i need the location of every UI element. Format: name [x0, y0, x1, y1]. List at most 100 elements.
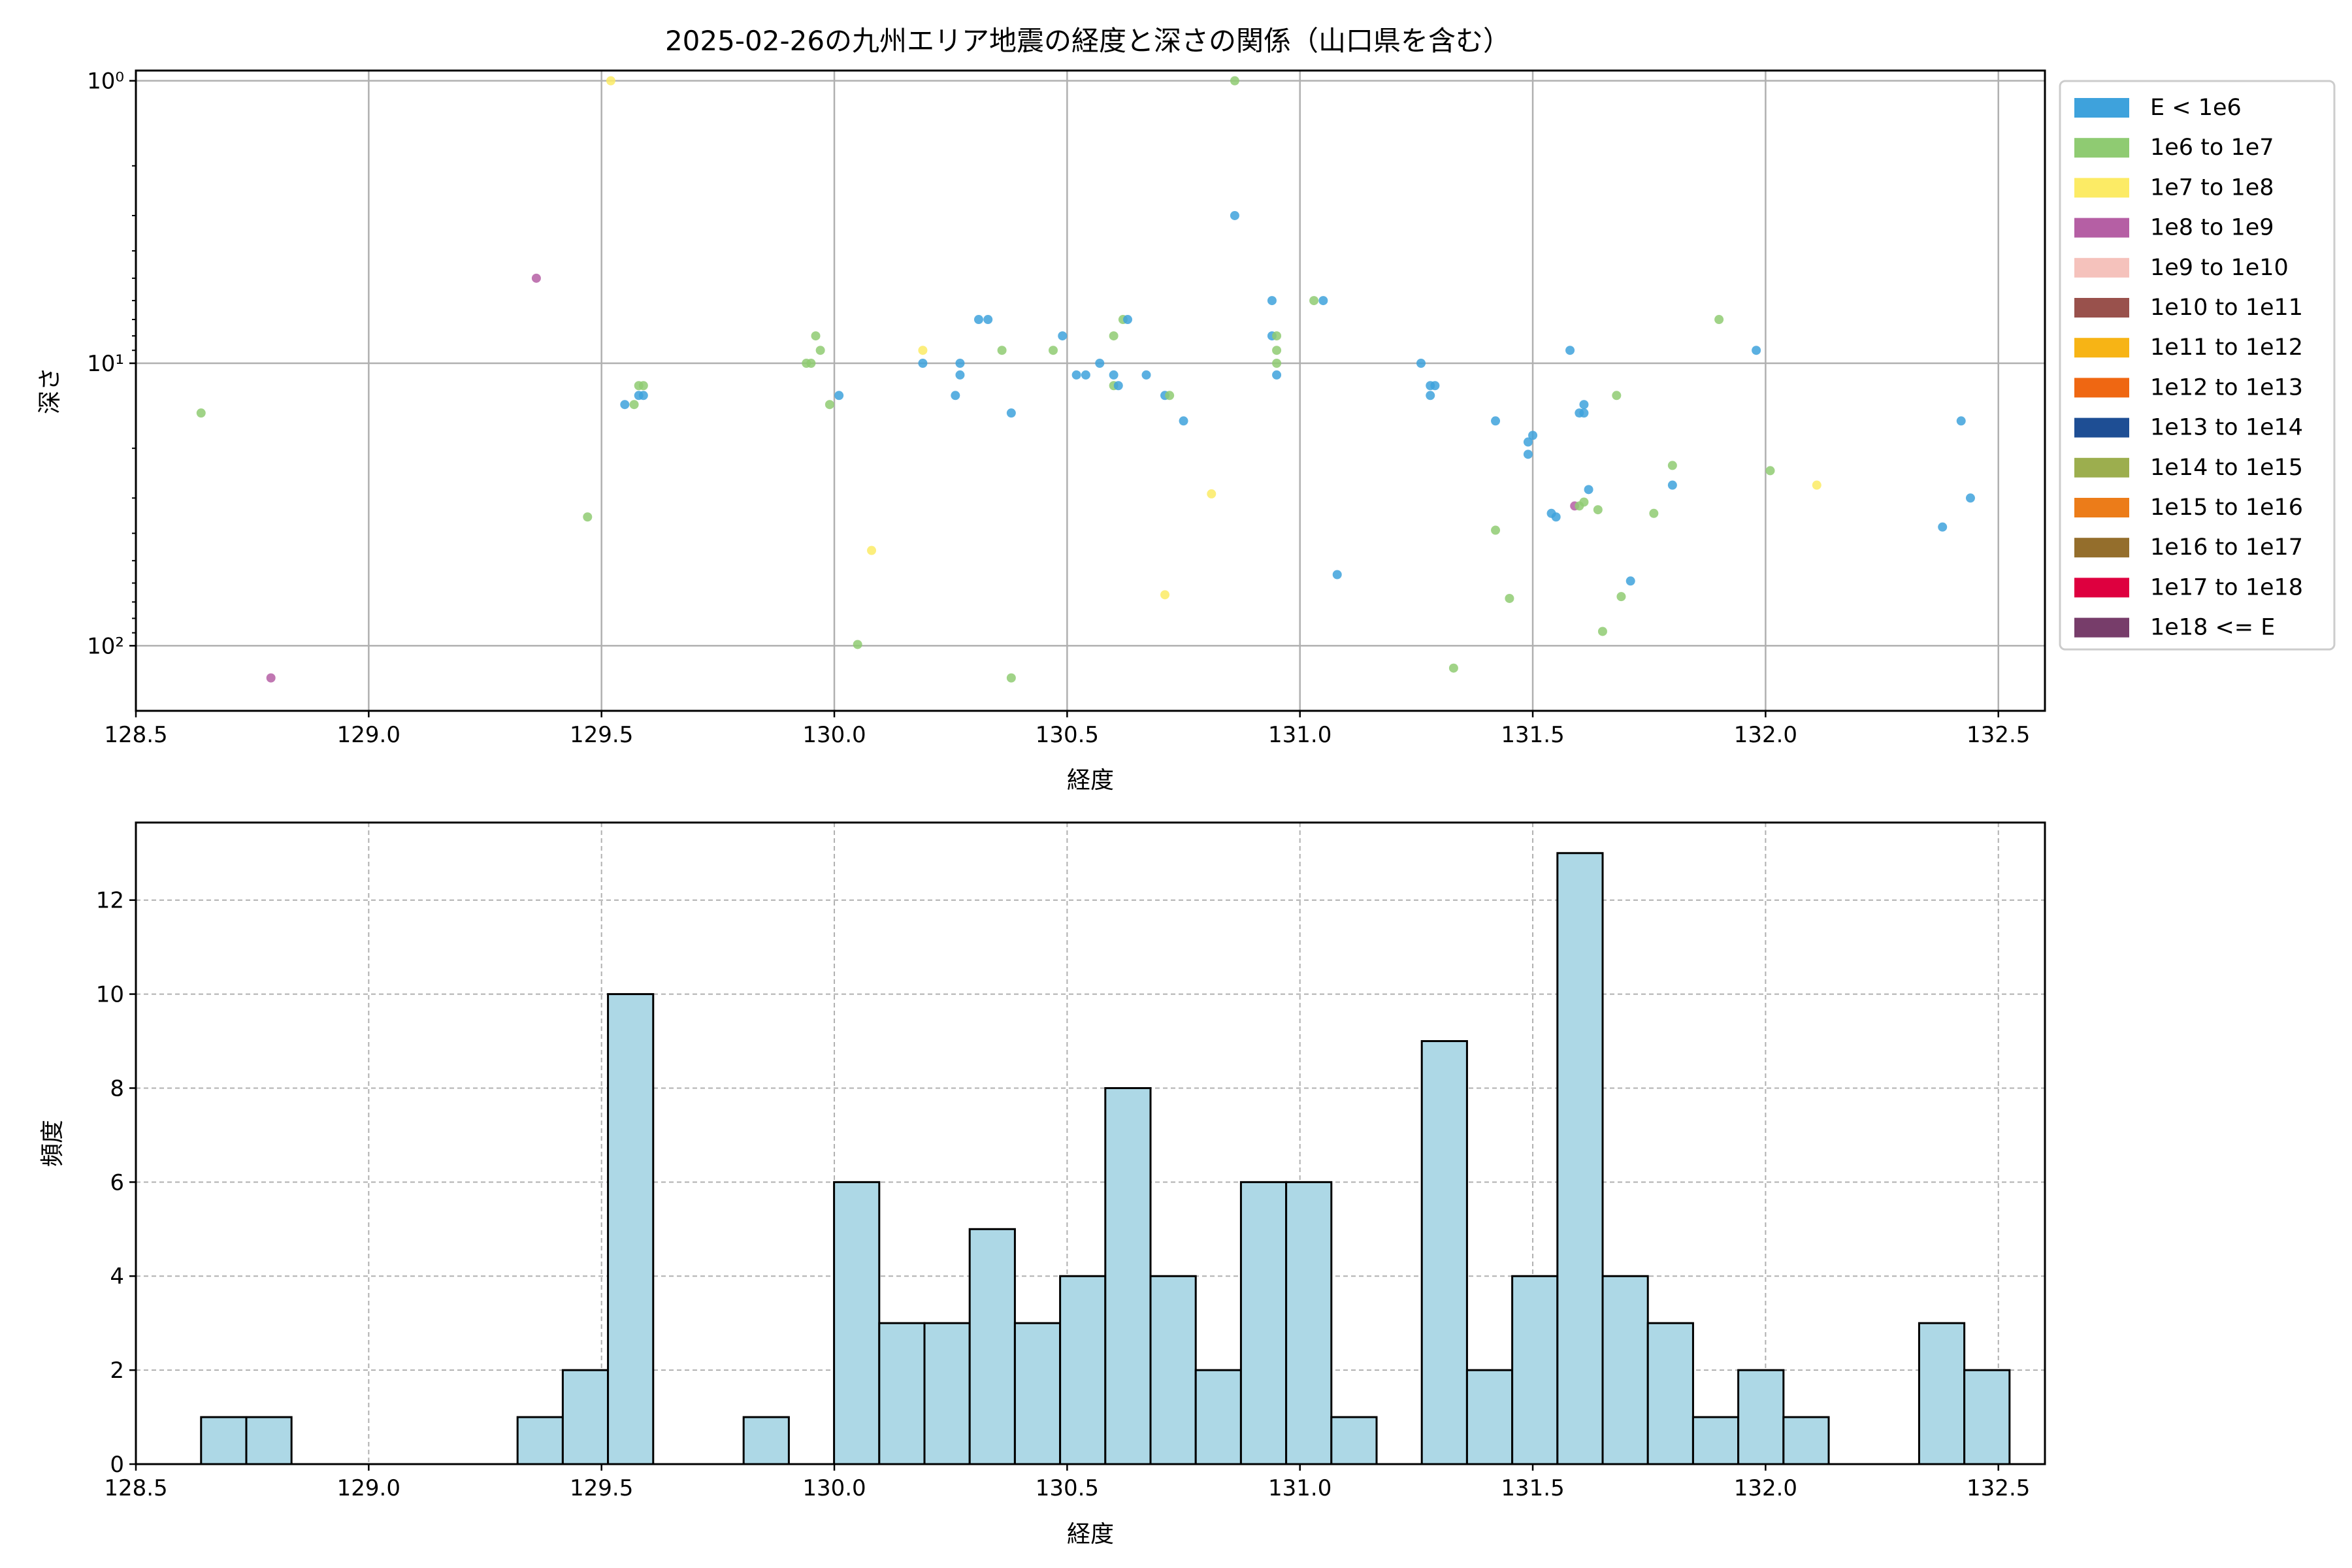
- histogram-y-tick-label: 0: [110, 1452, 124, 1478]
- histogram-panel: 128.5 129.0 129.5 130.0 130.5 131.0 131.5 132.0…: [39, 821, 2046, 1548]
- scatter-point: [1505, 593, 1514, 603]
- scatter-point: [1491, 525, 1501, 535]
- histogram-y-tick-label: 2: [110, 1358, 124, 1384]
- histogram-plot-frame: [135, 821, 2046, 1465]
- scatter-point: [825, 400, 834, 410]
- legend-label: 1e7 to 1e8: [2150, 174, 2274, 201]
- scatter-point: [1448, 663, 1458, 673]
- histogram-bar: [245, 1416, 293, 1465]
- legend-swatch: [2074, 218, 2129, 238]
- scatter-title: 2025-02-26の九州エリア地震の経度と深さの関係（山口県を含む）: [665, 25, 1511, 57]
- scatter-gridlines: [135, 71, 2045, 711]
- legend-label: 1e12 to 1e13: [2150, 374, 2303, 400]
- scatter-points: [196, 76, 1975, 683]
- scatter-point: [1812, 480, 1821, 490]
- scatter-point: [997, 346, 1007, 355]
- scatter-point: [1160, 590, 1170, 600]
- histogram-x-tick-label: 128.5: [104, 1475, 167, 1501]
- scatter-point: [1667, 461, 1677, 470]
- legend-frame: [2059, 80, 2336, 651]
- scatter-point: [1938, 522, 1948, 532]
- histogram-bar: [1737, 1369, 1785, 1465]
- histogram-y-ticks: 0 2 4 6 8 10 12: [96, 888, 136, 1478]
- histogram-bar: [1194, 1369, 1242, 1465]
- scatter-point: [973, 315, 983, 325]
- scatter-point: [1612, 391, 1622, 400]
- scatter-point: [1109, 331, 1119, 341]
- legend-label: 1e16 to 1e17: [2150, 534, 2303, 561]
- scatter-point: [1523, 437, 1533, 447]
- scatter-point: [1667, 480, 1677, 490]
- scatter-point: [1765, 466, 1775, 476]
- scatter-point: [1523, 449, 1533, 459]
- scatter-point: [583, 512, 593, 522]
- histogram-y-tick-label: 12: [96, 888, 124, 914]
- scatter-point: [1048, 346, 1058, 355]
- legend-label: E < 1e6: [2150, 95, 2242, 121]
- legend-swatch: [2074, 298, 2129, 318]
- legend-swatch: [2074, 98, 2129, 118]
- histogram-bars: [200, 852, 2011, 1465]
- legend-label: 1e14 to 1e15: [2150, 455, 2303, 481]
- scatter-y-axis-label: 深さ: [37, 367, 63, 414]
- scatter-point: [1593, 505, 1603, 515]
- legend-label: 1e17 to 1e18: [2150, 574, 2303, 600]
- histogram-x-axis-label: 経度: [1067, 1521, 1114, 1548]
- scatter-point: [1141, 370, 1151, 380]
- histogram-y-tick-label: 6: [110, 1169, 124, 1196]
- scatter-legend: E < 1e6 1e6 to 1e7 1e7 to 1e8 1e8 to 1e9 1e9…: [2059, 80, 2336, 651]
- scatter-point: [1309, 296, 1319, 306]
- histogram-bar: [1646, 1322, 1694, 1465]
- histogram-bar: [1556, 852, 1604, 1465]
- legend-swatch: [2074, 338, 2129, 358]
- scatter-point: [1416, 359, 1426, 368]
- scatter-point: [867, 546, 877, 555]
- histogram-bar: [923, 1322, 971, 1465]
- legend-label: 1e10 to 1e11: [2150, 295, 2303, 321]
- scatter-point: [1426, 391, 1435, 400]
- scatter-y-tick-label: 10²: [87, 633, 124, 659]
- legend-label: 1e13 to 1e14: [2150, 415, 2303, 441]
- scatter-point: [1956, 416, 1966, 426]
- scatter-point: [638, 391, 648, 400]
- histogram-bar: [561, 1369, 610, 1465]
- legend-swatch: [2074, 378, 2129, 398]
- scatter-point: [1625, 576, 1635, 586]
- legend-swatch: [2074, 178, 2129, 198]
- legend-entries: E < 1e6 1e6 to 1e7 1e7 to 1e8 1e8 to 1e9 1e9…: [2074, 95, 2303, 641]
- scatter-point: [1597, 627, 1607, 636]
- histogram-x-tick-label: 129.5: [570, 1475, 633, 1501]
- scatter-point: [1491, 416, 1501, 426]
- scatter-point: [1752, 346, 1761, 355]
- scatter-point: [834, 391, 844, 400]
- scatter-point: [1081, 370, 1090, 380]
- scatter-point: [1430, 381, 1440, 391]
- histogram-bar: [1782, 1416, 1830, 1465]
- legend-label: 1e9 to 1e10: [2150, 255, 2289, 281]
- histogram-bar: [1511, 1275, 1559, 1465]
- scatter-y-tick-label: 10⁰: [87, 69, 124, 95]
- legend-swatch: [2074, 538, 2129, 558]
- scatter-point: [1006, 673, 1016, 683]
- histogram-bar: [1963, 1369, 2011, 1465]
- histogram-bar: [1149, 1275, 1197, 1465]
- scatter-x-tick-label: 130.0: [802, 722, 866, 748]
- scatter-x-tick-label: 132.5: [1967, 722, 2030, 748]
- scatter-point: [853, 640, 862, 649]
- scatter-point: [1584, 485, 1593, 495]
- histogram-bar: [200, 1416, 248, 1465]
- scatter-y-ticks: 10⁰ 10¹ 10²: [87, 69, 136, 659]
- scatter-point: [955, 370, 965, 380]
- scatter-point: [918, 359, 928, 368]
- legend-swatch: [2074, 498, 2129, 517]
- scatter-x-axis-label: 経度: [1067, 767, 1114, 794]
- scatter-point: [951, 391, 960, 400]
- histogram-bar: [1601, 1275, 1649, 1465]
- legend-swatch: [2074, 417, 2129, 438]
- scatter-point: [806, 359, 816, 368]
- legend-swatch: [2074, 578, 2129, 598]
- scatter-point: [266, 673, 276, 683]
- scatter-plot-frame: [135, 69, 2046, 712]
- scatter-point: [620, 400, 630, 410]
- histogram-bar: [1059, 1275, 1107, 1465]
